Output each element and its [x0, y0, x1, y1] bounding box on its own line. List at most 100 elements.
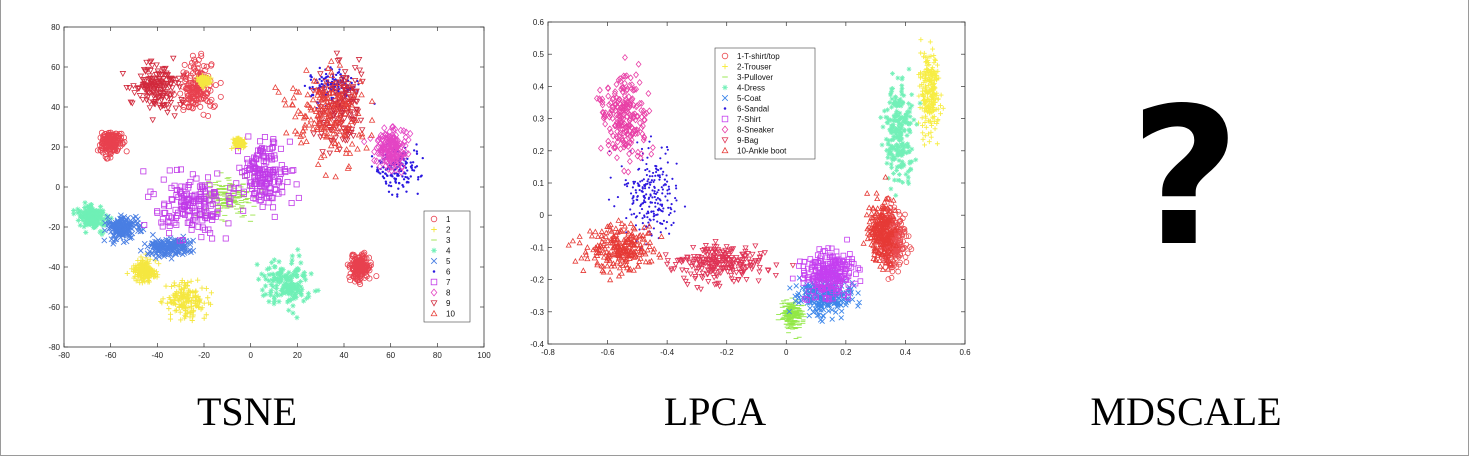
data-point [273, 286, 279, 292]
data-point [906, 66, 912, 72]
data-point [190, 297, 196, 304]
data-point [903, 112, 908, 118]
data-point [181, 204, 188, 211]
data-point [334, 106, 342, 113]
data-point [273, 290, 279, 296]
data-point [178, 240, 185, 247]
data-point [327, 137, 335, 144]
data-point [320, 125, 328, 132]
data-point [652, 227, 655, 230]
data-point [926, 62, 932, 68]
data-point [334, 146, 341, 152]
data-point [898, 114, 904, 120]
data-point [341, 69, 349, 76]
data-point [381, 175, 385, 178]
data-point [149, 240, 155, 247]
data-point [895, 113, 901, 119]
data-point [168, 85, 176, 92]
data-point [356, 67, 364, 74]
data-point [900, 115, 906, 121]
data-point [154, 274, 160, 280]
data-point [935, 96, 941, 102]
data-point [339, 102, 347, 109]
data-point [386, 145, 394, 154]
data-point [146, 59, 154, 66]
data-point [818, 253, 824, 260]
data-point [272, 84, 279, 90]
data-point [892, 102, 898, 108]
data-point [256, 276, 262, 282]
data-point [282, 169, 289, 176]
data-point [855, 290, 861, 296]
data-point [168, 214, 175, 221]
data-point [263, 291, 269, 297]
data-point [898, 162, 904, 168]
data-point [78, 215, 84, 221]
data-point [893, 135, 899, 141]
data-point [119, 140, 126, 147]
data-point [382, 176, 386, 180]
data-point [632, 195, 635, 198]
data-point [120, 218, 127, 225]
data-point [195, 56, 202, 63]
data-point [88, 216, 94, 222]
data-point [179, 83, 186, 90]
data-point [171, 280, 177, 286]
data-point [642, 195, 645, 198]
data-point [286, 297, 292, 304]
data-point [259, 203, 266, 210]
data-point [320, 79, 323, 83]
data-point [171, 113, 178, 120]
data-point [302, 277, 309, 283]
data-point [393, 152, 400, 161]
data-point [156, 78, 163, 85]
data-point [929, 123, 935, 128]
data-point [928, 105, 934, 111]
data-point [388, 163, 395, 171]
data-point [889, 89, 895, 94]
data-point [891, 251, 898, 258]
data-point [640, 190, 643, 193]
data-point [410, 166, 413, 170]
data-point [148, 63, 156, 70]
data-point [895, 268, 901, 275]
data-point [668, 232, 671, 235]
data-point [325, 108, 333, 115]
data-point [415, 152, 419, 155]
data-point [178, 292, 184, 299]
data-point [647, 221, 650, 224]
data-point [824, 301, 831, 307]
data-point [929, 66, 934, 72]
data-point [923, 59, 929, 65]
data-point [825, 302, 831, 308]
data-point [897, 110, 903, 116]
data-point [180, 72, 188, 79]
data-point [250, 191, 257, 198]
data-point [638, 167, 641, 170]
data-point [298, 292, 305, 298]
data-point [855, 303, 861, 309]
data-point [357, 77, 364, 84]
data-point [399, 148, 406, 157]
data-point [261, 134, 268, 141]
data-point [176, 282, 182, 288]
x-tick-label: 100 [477, 351, 491, 360]
data-point [305, 121, 313, 128]
data-point [930, 115, 936, 121]
data-point [825, 308, 832, 314]
series-4 [71, 200, 321, 321]
data-point [837, 302, 844, 308]
data-point [896, 131, 902, 136]
data-point [813, 302, 820, 308]
data-point [925, 90, 931, 95]
data-point [113, 236, 120, 243]
data-point [146, 248, 153, 255]
data-point [172, 282, 178, 289]
data-point [906, 121, 912, 127]
data-point [903, 171, 909, 177]
data-point [811, 300, 817, 307]
data-point [259, 173, 266, 180]
data-point [330, 130, 337, 137]
data-point [142, 279, 148, 285]
data-point [807, 305, 813, 311]
